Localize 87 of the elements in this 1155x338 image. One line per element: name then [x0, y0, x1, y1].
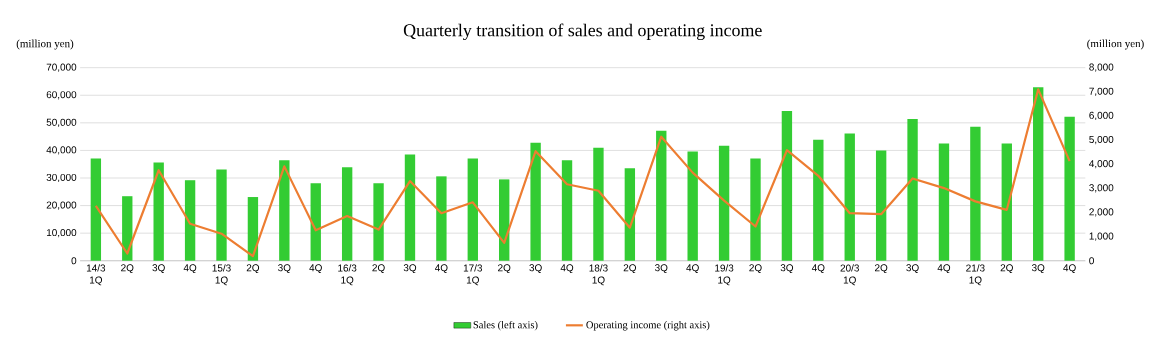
legend-label: Sales (left axis): [473, 320, 538, 331]
y-tick-label: 30,000: [46, 173, 77, 182]
bar: [122, 196, 133, 261]
x-tick-label: 2Q: [372, 264, 385, 273]
bar: [216, 169, 227, 261]
bar: [1064, 116, 1075, 261]
x-tick-label: 3Q: [655, 264, 668, 273]
x-tick-label: 4Q: [309, 264, 322, 273]
bar: [404, 154, 416, 261]
x-tick-label: 4Q: [937, 264, 951, 273]
y2-tick-label: 7,000: [1089, 87, 1114, 96]
x-tick-label: 2Q: [623, 264, 637, 273]
chart-title: Quarterly transition of sales and operating income: [403, 23, 762, 40]
x-tick-label: 3Q: [529, 264, 542, 273]
y2-tick-label: 5,000: [1089, 135, 1114, 144]
bar: [153, 162, 164, 261]
x-tick-label: 14/3 1Q: [86, 264, 106, 286]
y2-tick-label: 0: [1089, 257, 1094, 265]
y2-axis-title: (million yen): [1087, 39, 1144, 50]
x-tick-label: 4Q: [434, 264, 448, 273]
x-tick-label: 4Q: [183, 264, 197, 273]
bar: [687, 151, 698, 261]
y-axis-title: (million yen): [16, 39, 74, 50]
line-series: [94, 88, 1071, 258]
bar: [436, 176, 447, 261]
y2-tick-label: 1,000: [1089, 232, 1114, 241]
x-tick-label: 17/3 1Q: [463, 264, 483, 286]
bar: [530, 142, 541, 261]
y2-tick-label: 3,000: [1089, 184, 1114, 193]
x-tick-label: 2Q: [749, 264, 762, 273]
x-tick-label: 4Q: [686, 264, 699, 273]
bar: [718, 145, 730, 261]
bar: [813, 139, 824, 261]
bar: [656, 130, 667, 261]
x-tick-label: 3Q: [780, 264, 794, 273]
bar: [938, 143, 950, 261]
x-tick-label: 3Q: [1031, 264, 1045, 273]
bar: [90, 158, 102, 261]
y-tick-label: 60,000: [46, 90, 77, 100]
legend-label: Operating income (right axis): [586, 320, 710, 331]
x-tick-label: 2Q: [121, 264, 134, 273]
y2-tick-label: 2,000: [1089, 208, 1114, 217]
y2-tick-label: 8,000: [1089, 63, 1114, 72]
y-tick-label: 0: [71, 257, 77, 265]
x-tick-label: 3Q: [403, 264, 417, 273]
x-tick-label: 2Q: [498, 264, 511, 273]
x-tick-label: 2Q: [246, 264, 260, 273]
x-tick-label: 19/3 1Q: [715, 264, 734, 286]
x-tick-label: 2Q: [1000, 264, 1013, 273]
bar: [247, 196, 259, 261]
bar: [907, 118, 918, 261]
x-tick-label: 4Q: [1063, 264, 1076, 273]
x-tick-label: 2Q: [875, 264, 888, 273]
bar: [781, 110, 793, 261]
bar: [310, 183, 321, 261]
bar: [467, 158, 478, 261]
x-tick-label: 4Q: [560, 264, 574, 273]
x-tick-label: 3Q: [906, 264, 919, 273]
bar: [499, 179, 510, 261]
y2-tick-label: 6,000: [1089, 111, 1114, 120]
bar: [341, 167, 353, 261]
x-tick-label: 4Q: [811, 264, 825, 273]
bar: [1001, 143, 1012, 261]
x-tick-label: 18/3 1Q: [589, 264, 608, 286]
x-tick-label: 3Q: [278, 264, 291, 273]
bar: [373, 183, 384, 261]
x-tick-label: 3Q: [152, 264, 165, 273]
y-tick-label: 20,000: [46, 201, 77, 210]
bar: [750, 158, 761, 261]
y-tick-label: 50,000: [46, 118, 77, 127]
bar: [184, 180, 196, 261]
bar: [844, 133, 855, 261]
bar: [279, 160, 290, 261]
bar: [624, 168, 636, 261]
x-tick-label: 16/3 1Q: [338, 264, 357, 286]
y2-tick-label: 4,000: [1089, 159, 1114, 169]
bar: [970, 126, 981, 261]
bar: [593, 147, 604, 261]
x-tick-label: 21/3 1Q: [966, 264, 985, 286]
bar: [1033, 87, 1044, 261]
y-tick-label: 70,000: [46, 63, 77, 72]
bar: [875, 150, 887, 261]
x-tick-label: 15/3 1Q: [212, 264, 231, 286]
y-tick-label: 40,000: [46, 146, 77, 155]
y-tick-label: 10,000: [46, 228, 77, 238]
bar: [561, 160, 573, 261]
x-tick-label: 20/3 1Q: [840, 264, 859, 286]
